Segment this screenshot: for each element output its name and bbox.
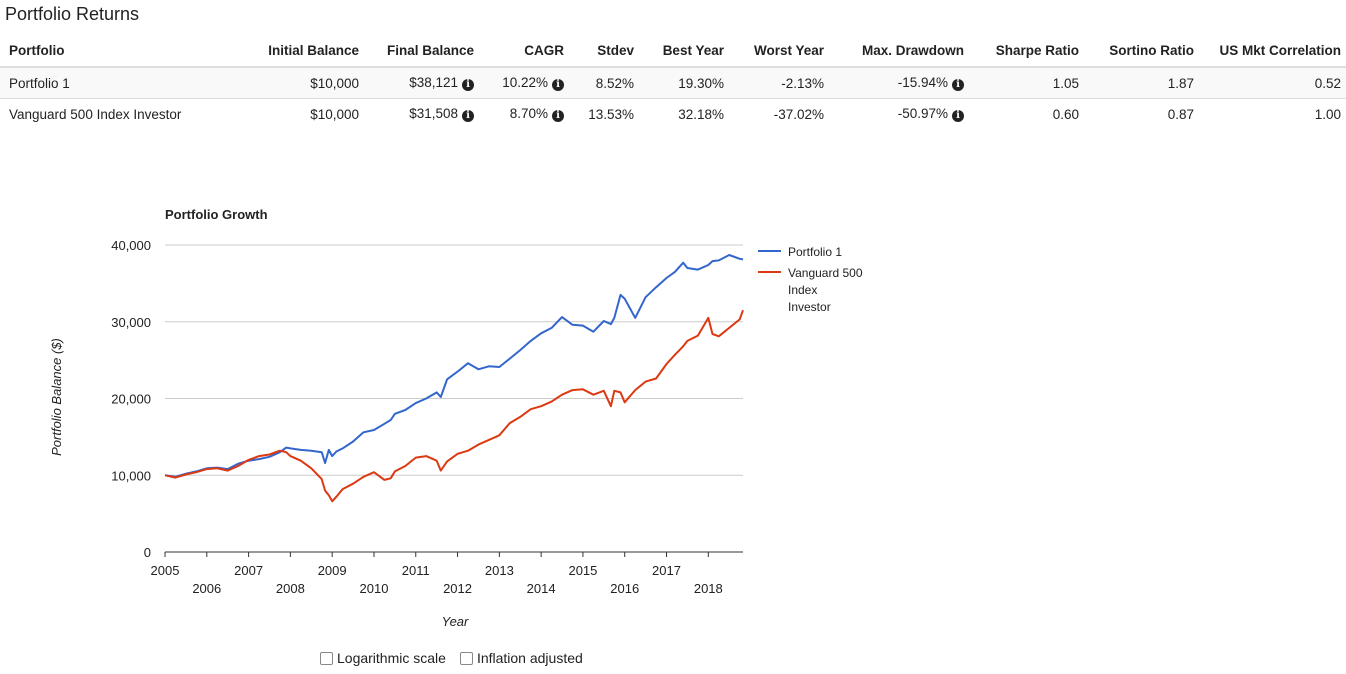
y-tick-label: 0	[144, 545, 151, 560]
y-tick-label: 40,000	[111, 238, 151, 253]
legend-label: Vanguard 500 Index Investor	[788, 266, 863, 314]
col-header-final-balance: Final Balance	[364, 34, 479, 68]
legend-label: Portfolio 1	[788, 245, 842, 259]
info-circle-icon[interactable]: i	[552, 79, 564, 91]
cell-cagr-value: 8.70%	[509, 106, 548, 121]
x-tick-label: 2018	[694, 581, 723, 596]
x-tick-label: 2007	[234, 563, 263, 578]
cell-cagr: 10.22% i	[479, 67, 569, 99]
y-tick-label: 30,000	[111, 315, 151, 330]
x-tick-label: 2013	[485, 563, 514, 578]
y-tick-label: 20,000	[111, 392, 151, 407]
col-header-best-year: Best Year	[639, 34, 729, 68]
x-tick-label: 2015	[568, 563, 597, 578]
cell-initial-balance: $10,000	[244, 67, 364, 99]
col-header-sharpe-ratio: Sharpe Ratio	[969, 34, 1084, 68]
info-circle-icon[interactable]: i	[462, 110, 474, 122]
legend-item-portfolio-1[interactable]: Portfolio 1	[758, 245, 842, 259]
col-header-max-drawdown: Max. Drawdown	[829, 34, 969, 68]
cell-worst-year: -37.02%	[773, 106, 824, 122]
cell-final-balance-value: $31,508	[409, 106, 458, 121]
page-title: Portfolio Returns	[5, 4, 140, 24]
cell-initial-balance: $10,000	[310, 106, 359, 122]
y-tick-label: 10,000	[111, 468, 151, 483]
cell-final-balance: $31,508 i	[364, 99, 479, 130]
col-header-us-mkt-correlation: US Mkt Correlation	[1199, 34, 1346, 68]
cell-cagr: 8.70% i	[479, 99, 569, 130]
x-tick-label: 2010	[360, 581, 389, 596]
col-header-sortino-ratio: Sortino Ratio	[1084, 34, 1199, 68]
log-scale-checkbox[interactable]: Logarithmic scale	[320, 650, 446, 666]
cell-max-drawdown: -15.94% i	[829, 67, 969, 99]
x-tick-label: 2012	[443, 581, 472, 596]
col-header-cagr: CAGR	[479, 34, 569, 68]
cell-sortino-ratio: 1.87	[1084, 67, 1199, 99]
x-tick-label: 2011	[402, 563, 430, 578]
legend-item-vanguard-500[interactable]: Vanguard 500 Index Investor	[758, 266, 863, 314]
col-header-worst-year: Worst Year	[729, 34, 829, 68]
col-header-portfolio: Portfolio	[0, 34, 244, 68]
x-axis-ticks: 2005 2006 2007 2008 2009 2010 2011 2012 2013 2014…	[151, 552, 723, 596]
cell-max-drawdown-value: -15.94%	[897, 75, 948, 90]
x-tick-label: 2008	[276, 581, 305, 596]
x-tick-label: 2009	[318, 563, 347, 578]
table-row: Vanguard 500 Index Investor $10,000 $31,…	[0, 99, 1346, 130]
chart-gridlines	[165, 244, 743, 553]
cell-portfolio: Portfolio 1	[0, 67, 244, 99]
cell-max-drawdown-value: -50.97%	[897, 106, 948, 121]
y-axis-label: Portfolio Balance ($)	[49, 338, 64, 456]
cell-final-balance-value: $38,121	[409, 75, 458, 90]
chart-series	[164, 254, 744, 503]
x-axis-label: Year	[442, 614, 469, 629]
returns-table: Portfolio Initial Balance Final Balance …	[0, 34, 1346, 129]
chart-title: Portfolio Growth	[165, 207, 268, 222]
x-tick-label: 2017	[652, 563, 681, 578]
cell-us-mkt-correlation: 1.00	[1314, 106, 1341, 122]
cell-sortino-ratio: 0.87	[1167, 106, 1194, 122]
log-scale-checkbox-box[interactable]	[320, 651, 333, 665]
info-circle-icon[interactable]: i	[552, 110, 564, 122]
cell-sharpe-ratio: 0.60	[1052, 106, 1079, 122]
cell-best-year: 19.30%	[639, 67, 729, 99]
cell-final-balance: $38,121 i	[364, 67, 479, 99]
table-header-row: Portfolio Initial Balance Final Balance …	[0, 34, 1346, 68]
series-line-portfolio-1	[164, 254, 744, 478]
inflation-adjusted-label: Inflation adjusted	[476, 650, 583, 666]
inflation-adjusted-checkbox[interactable]: Inflation adjusted	[459, 650, 583, 666]
y-axis-ticks: 0 10,000 20,000 30,000 40,000	[111, 238, 151, 560]
x-tick-label: 2016	[610, 581, 639, 596]
inflation-adjusted-checkbox-box[interactable]	[459, 651, 473, 665]
info-circle-icon[interactable]: i	[952, 110, 964, 122]
cell-stdev: 13.53%	[588, 106, 634, 122]
cell-worst-year: -2.13%	[729, 67, 829, 99]
x-tick-label: 2006	[192, 581, 221, 596]
col-header-initial-balance: Initial Balance	[244, 34, 364, 68]
info-circle-icon[interactable]: i	[952, 79, 964, 91]
x-tick-label: 2005	[151, 563, 180, 578]
col-header-stdev: Stdev	[569, 34, 639, 68]
cell-portfolio: Vanguard 500 Index Investor	[9, 106, 182, 122]
cell-sharpe-ratio: 1.05	[969, 67, 1084, 99]
cell-stdev: 8.52%	[569, 67, 639, 99]
log-scale-label: Logarithmic scale	[337, 650, 446, 666]
info-circle-icon[interactable]: i	[462, 79, 474, 91]
cell-cagr-value: 10.22%	[502, 75, 548, 90]
cell-us-mkt-correlation: 0.52	[1199, 67, 1346, 99]
table-row: Portfolio 1 $10,000 $38,121 i 10.22% i 8.5…	[0, 67, 1346, 99]
chart-legend[interactable]: Portfolio 1 Vanguard 500 Index Investor	[758, 245, 863, 314]
x-tick-label: 2014	[527, 581, 556, 596]
cell-max-drawdown: -50.97% i	[829, 99, 969, 130]
chart-controls: Logarithmic scale Inflation adjusted	[320, 650, 583, 666]
cell-best-year: 32.18%	[678, 106, 724, 122]
series-line-vanguard-500	[164, 309, 744, 503]
